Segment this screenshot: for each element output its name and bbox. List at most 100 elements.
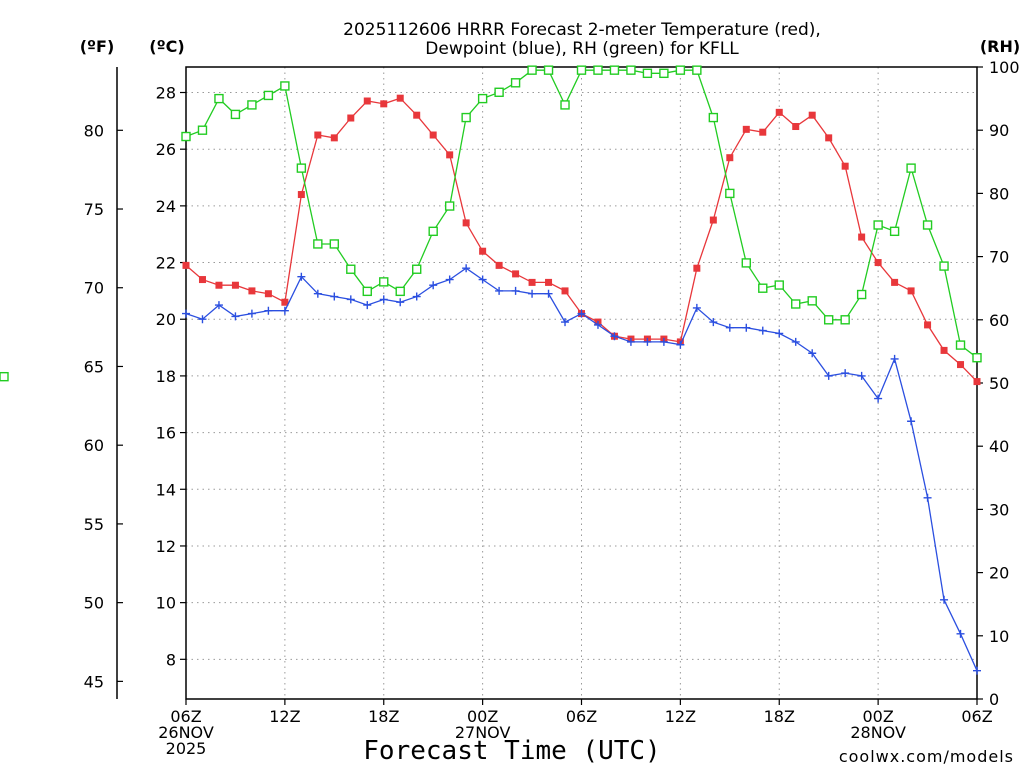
dewpoint-point xyxy=(495,286,504,295)
temperature-point xyxy=(413,111,421,119)
fahrenheit-tick-label: 60 xyxy=(84,436,104,455)
rh-point xyxy=(412,264,422,274)
rh-tick-label: 100 xyxy=(989,58,1020,77)
dewpoint-point xyxy=(874,394,883,403)
dewpoint-point xyxy=(346,295,355,304)
dewpoint-point xyxy=(973,666,981,675)
x-tick-label: 00Z xyxy=(862,707,893,726)
temperature-point xyxy=(693,264,701,272)
rh-point xyxy=(494,87,504,97)
chart-title-line-1: 2025112606 HRRR Forecast 2-meter Tempera… xyxy=(343,20,821,40)
grid-lines xyxy=(186,67,977,699)
dewpoint-point xyxy=(198,315,207,324)
rh-point xyxy=(576,65,587,75)
temperature-point xyxy=(396,94,404,102)
rh-point xyxy=(477,93,488,104)
dewpoint-point xyxy=(412,292,421,301)
rh-point xyxy=(659,68,669,79)
rh-point xyxy=(642,68,653,79)
celsius-tick-label: 26 xyxy=(156,140,176,159)
dewpoint-point xyxy=(182,309,190,318)
temperature-point xyxy=(479,247,487,255)
rh-point xyxy=(296,163,307,173)
x-tick-label: 12Z xyxy=(269,707,300,726)
temperature-point xyxy=(347,114,355,122)
fahrenheit-tick-label: 55 xyxy=(84,515,104,534)
rh-point xyxy=(939,261,949,271)
x-tick-label: 06Z xyxy=(566,707,597,726)
dewpoint-point xyxy=(725,323,734,332)
rh-tick-label: 30 xyxy=(989,500,1009,519)
rh-point xyxy=(725,188,735,199)
fahrenheit-tick-label: 75 xyxy=(84,200,104,219)
rh-point xyxy=(527,65,537,75)
dewpoint-point xyxy=(643,337,652,346)
temperature-point xyxy=(330,134,338,142)
rh-point xyxy=(280,81,290,91)
temperature-point xyxy=(512,270,520,278)
dewpoint-point xyxy=(313,289,322,298)
fahrenheit-tick-label: 65 xyxy=(84,357,104,376)
rh-point xyxy=(543,65,554,75)
dewpoint-point xyxy=(659,337,668,346)
rh-point xyxy=(510,78,521,88)
fahrenheit-unit-label: (ºF) xyxy=(80,37,115,56)
chart-title-line-2: Dewpoint (blue), RH (green) for KFLL xyxy=(425,39,739,59)
rh-point xyxy=(230,109,241,120)
temperature-point xyxy=(182,261,190,269)
x-axis-label: Forecast Time (UTC) xyxy=(363,736,660,766)
temperature-point xyxy=(495,261,503,269)
dewpoint-point xyxy=(544,289,553,298)
temperature-point xyxy=(940,346,948,354)
temperature-point xyxy=(215,281,223,289)
rh-point xyxy=(626,65,636,75)
x-tick-label: 26NOV xyxy=(158,723,214,742)
rh-point xyxy=(840,315,850,325)
fahrenheit-tick-label: 50 xyxy=(84,594,104,613)
rh-point xyxy=(444,201,455,211)
rh-point xyxy=(823,315,834,325)
temperature-point xyxy=(545,278,553,286)
temperature-point xyxy=(808,111,816,119)
temperature-point xyxy=(924,321,932,329)
temperature-point xyxy=(281,298,289,306)
rh-point xyxy=(972,353,982,363)
rh-point xyxy=(197,125,208,135)
x-tick-label: 12Z xyxy=(665,707,696,726)
x-tick-label: 18Z xyxy=(368,707,399,726)
rh-point xyxy=(758,283,768,293)
rh-point xyxy=(675,65,686,75)
dewpoint-point xyxy=(445,275,454,284)
rh-point xyxy=(774,280,784,290)
x-tick-label: 18Z xyxy=(764,707,795,726)
temperature-point xyxy=(957,361,965,369)
x-tick-label: 2025 xyxy=(166,739,207,758)
rh-point xyxy=(807,296,817,306)
celsius-tick-label: 24 xyxy=(156,197,176,216)
rh-point xyxy=(247,100,257,110)
temperature-point xyxy=(891,278,899,286)
rh-tick-label: 40 xyxy=(989,437,1009,456)
rh-tick-label: 90 xyxy=(989,121,1009,140)
dewpoint-point xyxy=(231,312,240,321)
celsius-tick-label: 16 xyxy=(156,424,176,443)
temperature-point xyxy=(363,97,371,105)
rh-point xyxy=(955,340,966,350)
dewpoint-point xyxy=(429,281,438,290)
rh-tick-label: 80 xyxy=(989,184,1009,203)
temperature-point xyxy=(874,259,882,267)
temperature-point xyxy=(973,378,981,386)
rh-point xyxy=(922,220,933,230)
fahrenheit-tick-label: 70 xyxy=(84,279,104,298)
temperature-point xyxy=(726,154,734,162)
fahrenheit-tick-label: 45 xyxy=(84,672,104,691)
temperature-point xyxy=(907,287,915,295)
dewpoint-point xyxy=(626,337,635,346)
rh-point xyxy=(560,100,570,110)
dewpoint-point xyxy=(247,309,256,318)
temperature-point xyxy=(264,290,272,298)
celsius-tick-label: 18 xyxy=(156,367,176,386)
celsius-tick-label: 20 xyxy=(156,310,176,329)
dewpoint-point xyxy=(593,320,602,329)
